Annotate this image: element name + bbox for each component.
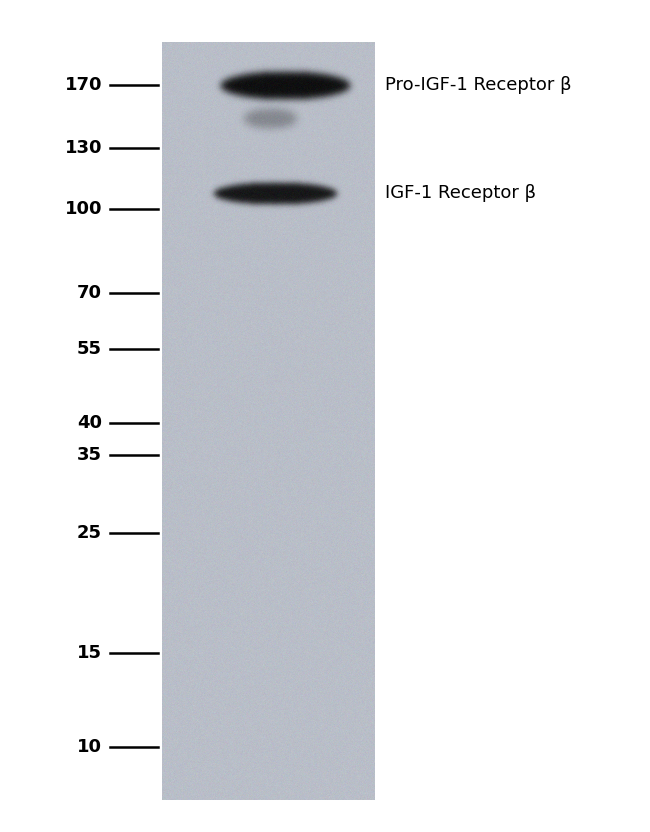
- Text: 70: 70: [77, 284, 102, 302]
- Text: 55: 55: [77, 340, 102, 358]
- Text: Pro-IGF-1 Receptor β: Pro-IGF-1 Receptor β: [385, 76, 571, 94]
- Text: 170: 170: [64, 76, 102, 94]
- Text: 25: 25: [77, 524, 102, 542]
- Text: 15: 15: [77, 644, 102, 662]
- Text: 40: 40: [77, 414, 102, 432]
- Text: 35: 35: [77, 446, 102, 464]
- Text: 10: 10: [77, 738, 102, 756]
- Text: IGF-1 Receptor β: IGF-1 Receptor β: [385, 184, 536, 202]
- Text: 100: 100: [64, 200, 102, 218]
- Text: 130: 130: [64, 139, 102, 157]
